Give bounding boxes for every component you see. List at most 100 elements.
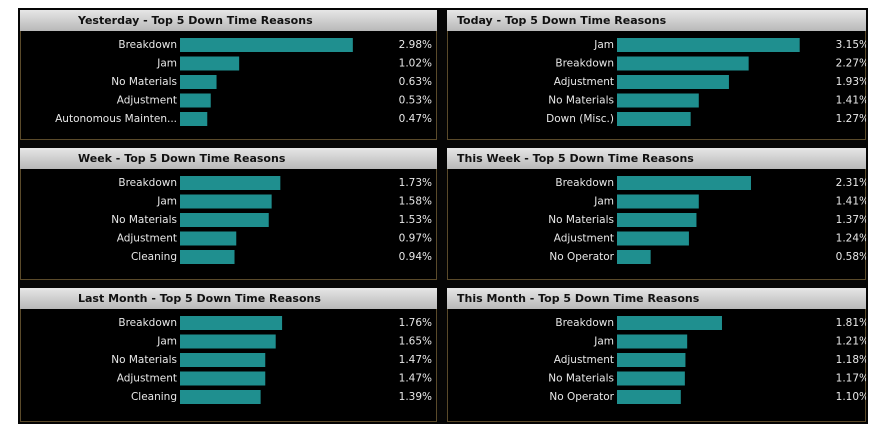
panel-header <box>20 148 437 169</box>
value-label: 1.18% <box>836 354 869 366</box>
bar <box>617 93 699 108</box>
value-label: 0.47% <box>399 113 432 125</box>
panel-header <box>20 288 437 309</box>
bar <box>180 250 235 264</box>
bar <box>617 371 685 386</box>
bar <box>180 390 261 404</box>
value-label: 0.97% <box>399 233 432 245</box>
panel: Yesterday - Top 5 Down Time Reasons Break… <box>20 10 437 140</box>
category-label: No Materials <box>548 214 614 226</box>
value-label: 1.73% <box>399 177 432 189</box>
category-label: Jam <box>156 196 177 208</box>
panel: Today - Top 5 Down Time Reasons Jam 3.15% B… <box>447 10 869 140</box>
value-label: 1.65% <box>399 336 432 348</box>
panel: This Month - Top 5 Down Time Reasons Brea… <box>447 288 869 422</box>
panel-title: Week - Top 5 Down Time Reasons <box>78 152 286 165</box>
category-label: Breakdown <box>118 39 177 51</box>
value-label: 1.81% <box>836 317 869 329</box>
category-label: Cleaning <box>131 391 177 403</box>
value-label: 1.76% <box>399 317 432 329</box>
bar <box>617 334 688 349</box>
category-label: Breakdown <box>555 317 614 329</box>
bar <box>180 194 272 209</box>
bar <box>617 316 722 330</box>
bar <box>180 56 240 71</box>
category-label: Jam <box>593 196 614 208</box>
panel-header <box>447 10 866 31</box>
category-label: Autonomous Mainten... <box>55 113 177 125</box>
bar <box>180 316 283 330</box>
category-label: No Materials <box>111 76 177 88</box>
category-label: Adjustment <box>554 233 614 245</box>
panel-title: Today - Top 5 Down Time Reasons <box>457 14 667 27</box>
value-label: 1.93% <box>836 76 869 88</box>
bar <box>617 75 729 89</box>
bar <box>180 371 266 386</box>
bar <box>180 231 237 246</box>
value-label: 3.15% <box>836 39 869 51</box>
value-label: 1.39% <box>399 391 432 403</box>
panel: Last Month - Top 5 Down Time Reasons Brea… <box>20 288 437 422</box>
value-label: 1.53% <box>399 214 432 226</box>
panel-header <box>447 288 866 309</box>
category-label: No Operator <box>549 251 614 263</box>
category-label: Jam <box>593 336 614 348</box>
bar <box>180 75 217 89</box>
bar <box>617 194 699 209</box>
bar <box>180 353 266 367</box>
category-label: No Materials <box>111 354 177 366</box>
value-label: 1.47% <box>399 354 432 366</box>
category-label: Breakdown <box>555 177 614 189</box>
panel-title: Yesterday - Top 5 Down Time Reasons <box>77 14 313 27</box>
category-label: Breakdown <box>118 177 177 189</box>
category-label: Breakdown <box>118 317 177 329</box>
category-label: No Materials <box>548 95 614 107</box>
panel-header <box>20 10 437 31</box>
value-label: 2.31% <box>836 177 869 189</box>
category-label: Jam <box>156 336 177 348</box>
category-label: No Materials <box>111 214 177 226</box>
bar <box>617 250 651 264</box>
value-label: 2.98% <box>399 39 432 51</box>
value-label: 1.10% <box>836 391 869 403</box>
category-label: Jam <box>156 58 177 70</box>
panel-title: This Month - Top 5 Down Time Reasons <box>457 292 700 305</box>
value-label: 1.37% <box>836 214 869 226</box>
bar <box>617 213 697 227</box>
bar <box>617 38 800 52</box>
bar <box>180 176 281 190</box>
category-label: Adjustment <box>554 76 614 88</box>
value-label: 0.94% <box>399 251 432 263</box>
value-label: 1.21% <box>836 336 869 348</box>
panel-header <box>447 148 866 169</box>
category-label: Adjustment <box>117 373 177 385</box>
value-label: 0.53% <box>399 95 432 107</box>
bar <box>180 213 269 227</box>
bar <box>617 390 681 404</box>
category-label: No Materials <box>548 373 614 385</box>
bar <box>180 93 211 108</box>
panel-body <box>20 10 437 140</box>
panel-title: This Week - Top 5 Down Time Reasons <box>457 152 694 165</box>
value-label: 0.58% <box>836 251 869 263</box>
bar <box>180 38 353 52</box>
bar <box>180 334 276 349</box>
value-label: 1.58% <box>399 196 432 208</box>
value-label: 1.41% <box>836 196 869 208</box>
bar <box>617 112 691 126</box>
bar <box>617 56 749 71</box>
category-label: Adjustment <box>554 354 614 366</box>
value-label: 1.24% <box>836 233 869 245</box>
panel-title: Last Month - Top 5 Down Time Reasons <box>78 292 321 305</box>
category-label: Jam <box>593 39 614 51</box>
category-label: Adjustment <box>117 233 177 245</box>
value-label: 1.27% <box>836 113 869 125</box>
category-label: Adjustment <box>117 95 177 107</box>
bar <box>617 231 689 246</box>
category-label: Breakdown <box>555 58 614 70</box>
category-label: No Operator <box>549 391 614 403</box>
bar <box>617 353 686 367</box>
bar <box>617 176 751 190</box>
value-label: 0.63% <box>399 76 432 88</box>
